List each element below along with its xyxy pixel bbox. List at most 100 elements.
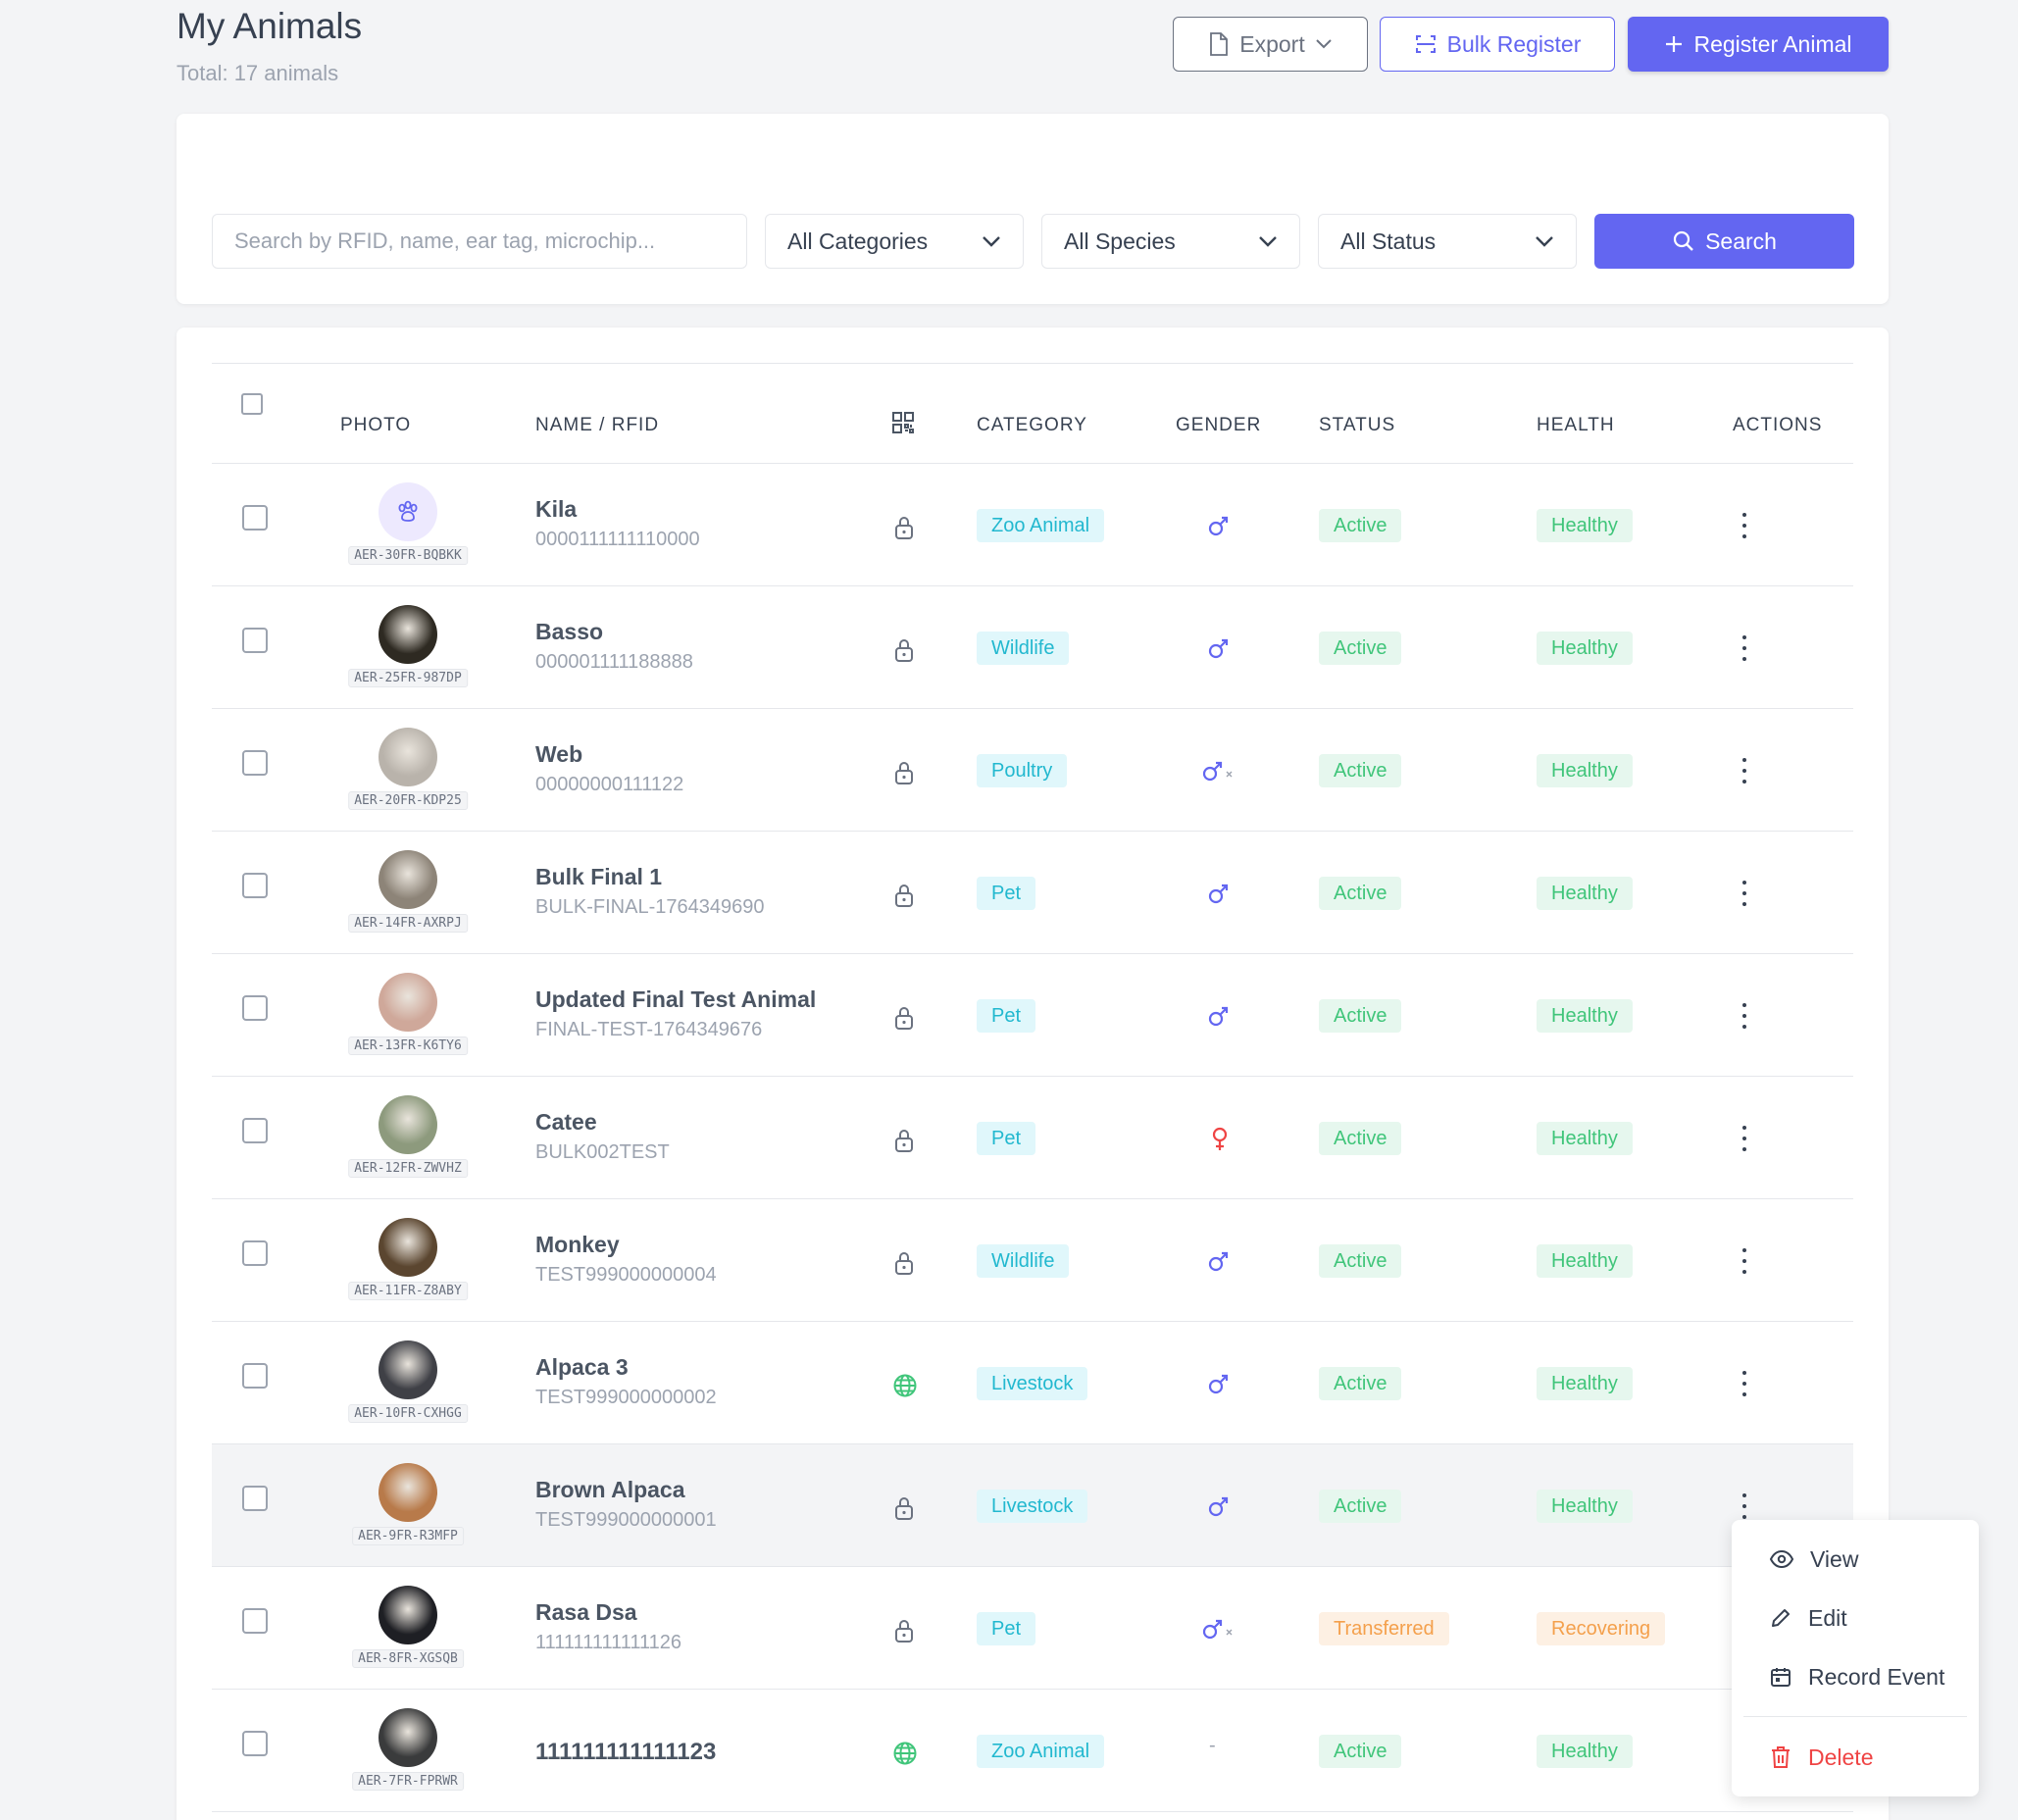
gender-cell	[1200, 1369, 1239, 1398]
animal-id-tag: AER-13FR-K6TY6	[348, 1036, 468, 1055]
animal-id-tag: AER-12FR-ZWVHZ	[348, 1159, 468, 1178]
status-select[interactable]: All Status	[1318, 214, 1577, 269]
select-all-checkbox[interactable]	[241, 393, 263, 415]
status-badge: Active	[1319, 1490, 1402, 1523]
table-row[interactable]: AER-11FR-Z8ABY Monkey TEST999000000004 Wild…	[212, 1199, 1853, 1322]
access-cell	[892, 515, 918, 540]
animal-name[interactable]: Alpaca 3	[535, 1354, 629, 1380]
gender-cell	[1200, 1491, 1239, 1521]
animal-name[interactable]: Catee	[535, 1109, 597, 1135]
access-cell	[892, 1250, 918, 1276]
column-header-name: NAME / RFID	[535, 415, 660, 435]
row-checkbox[interactable]	[242, 1731, 268, 1756]
gender-unknown-icon	[1202, 761, 1233, 782]
table-row[interactable]: AER-7FR-FPRWR 111111111111123 Zoo Animal - A…	[212, 1690, 1853, 1812]
avatar	[378, 1586, 437, 1644]
register-animal-button[interactable]: Register Animal	[1628, 17, 1889, 72]
row-actions-button[interactable]	[1741, 1248, 1748, 1274]
row-actions-button[interactable]	[1741, 758, 1748, 784]
table-row[interactable]: AER-20FR-KDP25 Web 00000000111122 Poultry Ac…	[212, 709, 1853, 832]
bulk-register-button[interactable]: Bulk Register	[1380, 17, 1615, 72]
menu-item-record-event[interactable]: Record Event	[1769, 1657, 1944, 1696]
kebab-dot	[1742, 1014, 1746, 1018]
lock-icon	[895, 517, 913, 539]
access-cell	[892, 760, 918, 785]
health-badge: Healthy	[1537, 1367, 1633, 1400]
row-checkbox[interactable]	[242, 750, 268, 776]
menu-divider	[1743, 1716, 1967, 1717]
access-cell	[892, 1495, 918, 1521]
animal-name[interactable]: Updated Final Test Animal	[535, 986, 817, 1012]
status-badge: Active	[1319, 754, 1402, 787]
table-row[interactable]: AER-12FR-ZWVHZ Catee BULK002TEST Pet Active H…	[212, 1077, 1853, 1199]
table-row[interactable]: AER-30FR-BQBKK Kila 0000111111110000 Zoo An…	[212, 464, 1853, 586]
row-checkbox[interactable]	[242, 1240, 268, 1266]
animal-name[interactable]: 111111111111123	[535, 1739, 717, 1765]
row-checkbox[interactable]	[242, 1363, 268, 1389]
row-checkbox[interactable]	[242, 1118, 268, 1143]
table-row[interactable]: AER-14FR-AXRPJ Bulk Final 1 BULK-FINAL-176…	[212, 832, 1853, 954]
animal-id-tag: AER-11FR-Z8ABY	[348, 1282, 468, 1300]
table-row[interactable]: AER-8FR-XGSQB Rasa Dsa 111111111111126 Pet T…	[212, 1567, 1853, 1690]
avatar	[378, 1708, 437, 1767]
animal-rfid: TEST999000000002	[535, 1387, 717, 1408]
row-checkbox[interactable]	[242, 1608, 268, 1634]
animal-name[interactable]: Kila	[535, 496, 578, 522]
animals-table: PHOTO NAME / RFID CATEGORY GENDER STATUS…	[212, 363, 1853, 1812]
access-cell	[892, 1005, 918, 1031]
status-badge: Active	[1319, 1244, 1402, 1278]
category-badge: Wildlife	[977, 1244, 1070, 1278]
animal-name[interactable]: Rasa Dsa	[535, 1599, 637, 1625]
menu-item-delete[interactable]: Delete	[1769, 1738, 1873, 1777]
gender-cell	[1200, 1001, 1239, 1031]
male-icon	[1208, 1251, 1229, 1272]
health-badge: Healthy	[1537, 1490, 1633, 1523]
column-header-health: HEALTH	[1537, 415, 1615, 435]
row-actions-button[interactable]	[1741, 1493, 1748, 1519]
male-icon	[1208, 1496, 1229, 1517]
table-header: PHOTO NAME / RFID CATEGORY GENDER STATUS…	[212, 364, 1853, 464]
plus-icon	[1666, 36, 1683, 52]
category-select[interactable]: All Categories	[765, 214, 1024, 269]
kebab-dot	[1742, 769, 1746, 773]
page-title: My Animals	[177, 6, 363, 46]
row-actions-button[interactable]	[1741, 881, 1748, 906]
status-select-value: All Status	[1340, 228, 1437, 254]
search-icon	[1673, 230, 1693, 251]
row-checkbox[interactable]	[242, 873, 268, 898]
chevron-down-icon	[1259, 236, 1277, 247]
search-input[interactable]: Search by RFID, name, ear tag, microchip…	[212, 214, 747, 269]
table-row[interactable]: AER-13FR-K6TY6 Updated Final Test Animal F…	[212, 954, 1853, 1077]
species-select[interactable]: All Species	[1041, 214, 1300, 269]
table-row[interactable]: AER-10FR-CXHGG Alpaca 3 TEST999000000002 Li…	[212, 1322, 1853, 1444]
lock-icon	[895, 1252, 913, 1275]
menu-item-view[interactable]: View	[1769, 1540, 1858, 1579]
export-button[interactable]: Export	[1173, 17, 1368, 72]
row-actions-button[interactable]	[1741, 1371, 1748, 1396]
health-badge: Healthy	[1537, 509, 1633, 542]
bulk-register-label: Bulk Register	[1446, 30, 1582, 57]
menu-item-edit[interactable]: Edit	[1769, 1598, 1847, 1638]
animal-name[interactable]: Brown Alpaca	[535, 1477, 685, 1502]
animal-name[interactable]: Basso	[535, 619, 604, 644]
kebab-dot	[1742, 646, 1746, 650]
row-actions-button[interactable]	[1741, 635, 1748, 661]
row-actions-button[interactable]	[1741, 513, 1748, 538]
species-select-value: All Species	[1064, 228, 1176, 254]
search-button[interactable]: Search	[1594, 214, 1854, 269]
access-cell	[892, 1741, 918, 1766]
status-badge: Active	[1319, 1735, 1402, 1768]
row-checkbox[interactable]	[242, 505, 268, 531]
row-checkbox[interactable]	[242, 1486, 268, 1511]
kebab-dot	[1742, 524, 1746, 528]
row-actions-button[interactable]	[1741, 1003, 1748, 1029]
table-row[interactable]: AER-9FR-R3MFP Brown Alpaca TEST99900000000…	[212, 1444, 1853, 1567]
category-badge: Pet	[977, 877, 1036, 910]
animal-name[interactable]: Web	[535, 741, 583, 767]
row-actions-button[interactable]	[1741, 1126, 1748, 1151]
animal-name[interactable]: Monkey	[535, 1232, 620, 1257]
table-row[interactable]: AER-25FR-987DP Basso 000001111188888 Wildli…	[212, 586, 1853, 709]
row-checkbox[interactable]	[242, 628, 268, 653]
row-checkbox[interactable]	[242, 995, 268, 1021]
animal-name[interactable]: Bulk Final 1	[535, 864, 663, 889]
